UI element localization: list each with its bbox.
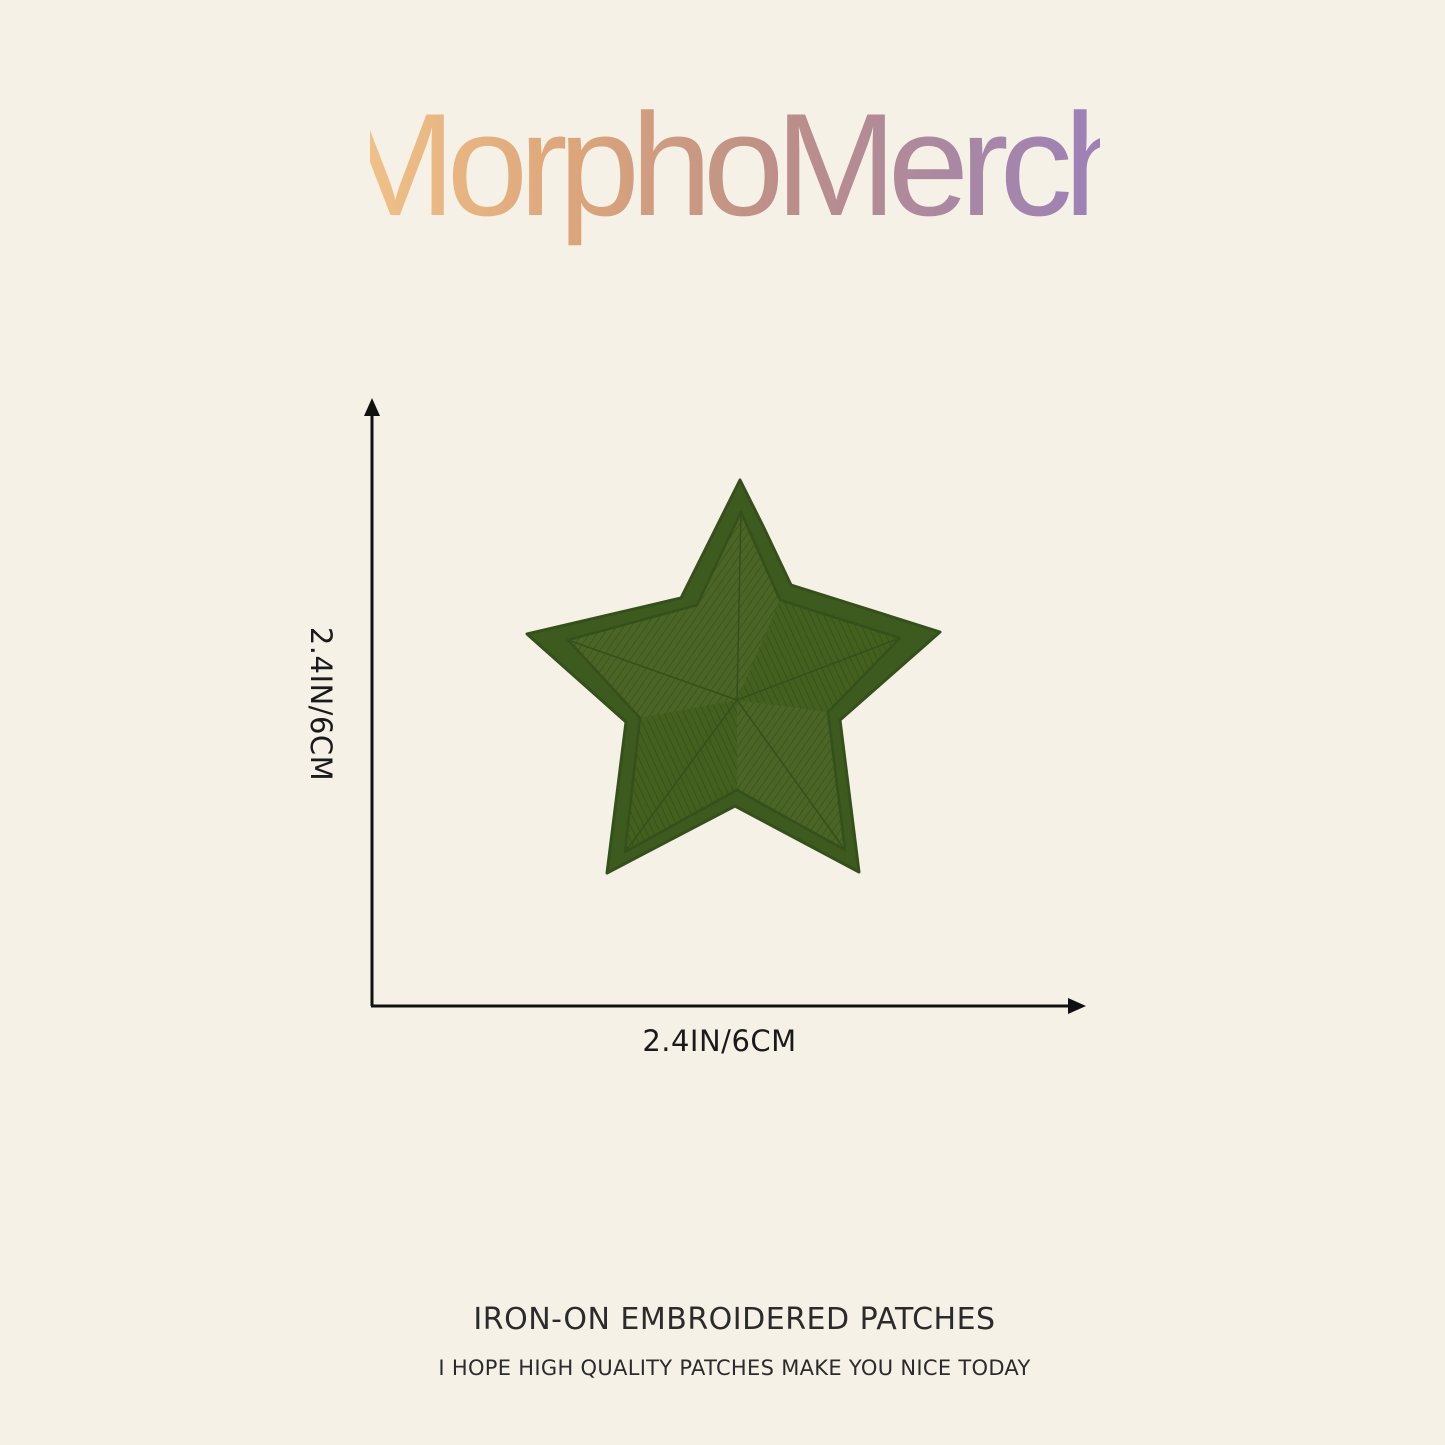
star-patch-icon	[525, 478, 942, 875]
footer-title-text: IRON-ON EMBROIDERED PATCHES	[473, 1302, 996, 1337]
footer-subtitle: I HOPE HIGH QUALITY PATCHES MAKE YOU NIC…	[0, 1356, 1445, 1380]
footer-subtitle-text: I HOPE HIGH QUALITY PATCHES MAKE YOU NIC…	[438, 1356, 1031, 1380]
width-label-text: 2.4IN/6CM	[642, 1024, 797, 1058]
width-label: 2.4IN/6CM	[0, 1024, 1445, 1058]
brand-logo: MorphoMerch	[370, 95, 1100, 246]
width-arrow-icon	[1068, 998, 1086, 1014]
height-label: 2.4IN/6CM	[304, 626, 338, 782]
brand-name: MorphoMerch	[370, 95, 1100, 246]
footer-title: IRON-ON EMBROIDERED PATCHES	[0, 1302, 1445, 1337]
height-arrow-icon	[364, 398, 380, 416]
